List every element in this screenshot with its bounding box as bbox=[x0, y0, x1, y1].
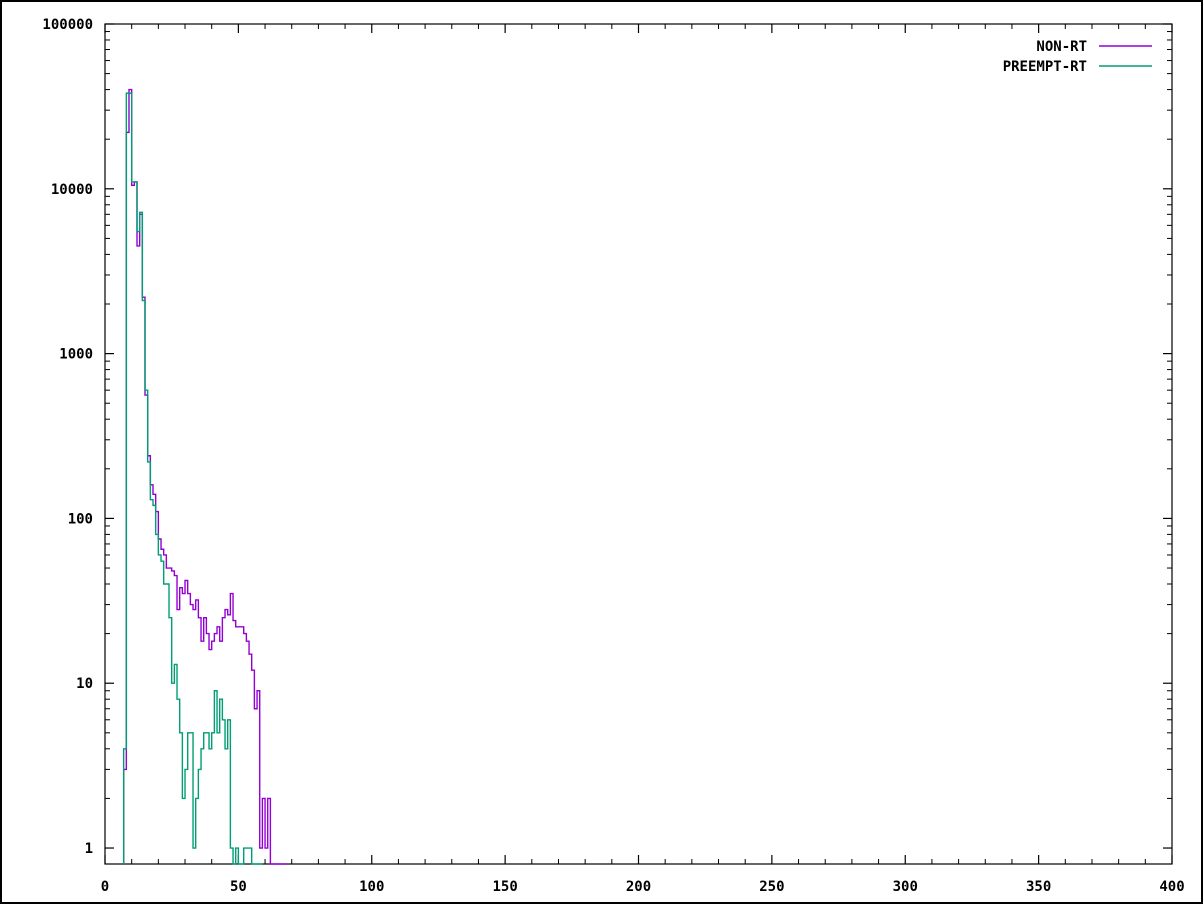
x-tick-label: 50 bbox=[230, 879, 247, 895]
y-tick-label: 10 bbox=[76, 676, 93, 692]
y-tick-label: 1 bbox=[85, 841, 93, 857]
x-tick-label: 350 bbox=[1026, 879, 1051, 895]
x-tick-label: 200 bbox=[626, 879, 651, 895]
x-tick-label: 0 bbox=[101, 879, 109, 895]
x-tick-label: 300 bbox=[893, 879, 918, 895]
y-tick-label: 100 bbox=[68, 511, 93, 527]
legend-label: PREEMPT-RT bbox=[1003, 59, 1087, 75]
series-layer bbox=[122, 88, 287, 865]
y-tick-label: 10000 bbox=[51, 182, 93, 198]
series-line-non-rt bbox=[122, 88, 287, 865]
legend-label: NON-RT bbox=[1036, 39, 1087, 55]
x-tick-label: 150 bbox=[492, 879, 517, 895]
x-tick-label: 400 bbox=[1159, 879, 1184, 895]
legend: NON-RT PREEMPT-RT bbox=[1003, 39, 1152, 75]
y-tick-label: 1000 bbox=[59, 347, 93, 363]
plot-area-border bbox=[104, 23, 1173, 865]
axis-ticks: 0 50 100 150 200 250 300 350 400 1 10 100 1000 10000 1… bbox=[42, 17, 1184, 895]
x-tick-label: 250 bbox=[759, 879, 784, 895]
y-tick-label: 100000 bbox=[42, 17, 93, 33]
x-tick-label: 100 bbox=[359, 879, 384, 895]
series-line-preempt-rt bbox=[122, 92, 263, 865]
